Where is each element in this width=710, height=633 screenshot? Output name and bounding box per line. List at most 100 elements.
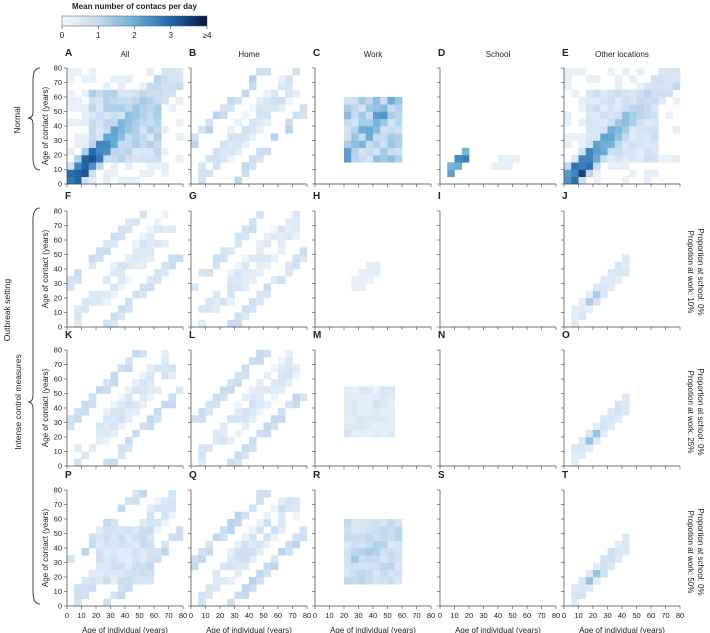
- heatmap-cell: [651, 111, 659, 120]
- heatmap-cell: [256, 548, 264, 556]
- heatmap-cell: [593, 429, 601, 438]
- heatmap-cell: [278, 75, 286, 83]
- heatmap-cell: [614, 104, 623, 112]
- heatmap-cell: [651, 104, 659, 112]
- heatmap-cell: [249, 305, 257, 313]
- heatmap-cell: [622, 126, 630, 134]
- heatmap-cell: [249, 437, 257, 445]
- heatmap-cell: [88, 169, 97, 178]
- heatmap-cell: [220, 429, 228, 438]
- heatmap-cell: [117, 577, 126, 585]
- heatmap-cell: [161, 540, 169, 549]
- heatmap-cell: [81, 118, 90, 127]
- heatmap-cell: [564, 118, 572, 127]
- heatmap-cell: [96, 555, 104, 563]
- heatmap-cell: [67, 162, 75, 170]
- heatmap-cell: [358, 104, 367, 112]
- heatmap-cell: [270, 422, 279, 431]
- heatmap-cell: [263, 533, 272, 542]
- heatmap-cell: [205, 126, 214, 134]
- heatmap-cell: [665, 75, 674, 83]
- heatmap-cell: [161, 97, 169, 105]
- heatmap-cell: [636, 82, 645, 91]
- heatmap-cell: [270, 526, 279, 534]
- heatmap-cell: [263, 519, 272, 527]
- heatmap-cell: [564, 111, 572, 120]
- heatmap-cell: [658, 68, 666, 76]
- normal-label: Normal: [12, 106, 22, 134]
- heatmap-cell: [629, 104, 637, 112]
- heatmap-cell: [256, 497, 264, 505]
- panel-letter: L: [189, 330, 195, 341]
- panel-J: J: [561, 191, 681, 330]
- heatmap-cell: [132, 555, 140, 563]
- heatmap-cell: [365, 126, 374, 134]
- x-tick-label: 80: [676, 611, 684, 620]
- panel-F: F 0 10 20 30 40 50 60 70 80 Age of contact (years): [41, 191, 184, 332]
- heatmap-cell: [292, 232, 301, 241]
- heatmap-cell: [146, 126, 155, 134]
- heatmap-cell: [629, 89, 637, 98]
- heatmap-cell: [278, 225, 286, 234]
- heatmap-cell: [285, 261, 293, 270]
- heatmap-cell: [651, 118, 659, 127]
- heatmap-cell: [110, 519, 119, 527]
- heatmap-cell: [285, 497, 293, 505]
- heatmap-cell: [607, 140, 616, 149]
- heatmap-cell: [292, 364, 301, 373]
- heatmap-cell: [125, 147, 133, 156]
- heatmap-cell: [88, 533, 97, 542]
- heatmap-cell: [132, 261, 140, 270]
- heatmap-cell: [81, 169, 90, 178]
- heatmap-cell: [571, 444, 579, 452]
- heatmap-cell: [358, 393, 367, 402]
- heatmap-cell: [227, 147, 235, 156]
- heatmap-cell: [205, 540, 214, 549]
- heatmap-cell: [220, 140, 228, 149]
- heatmap-cell: [394, 548, 403, 556]
- heatmap-cell: [358, 386, 367, 394]
- heatmap-cell: [117, 548, 126, 556]
- heatmap-cell: [387, 519, 396, 527]
- heatmap-cell: [629, 147, 637, 156]
- heatmap-cell: [154, 104, 162, 112]
- heatmap-cell: [380, 422, 388, 431]
- heatmap-cell: [629, 169, 637, 178]
- heatmap-cell: [629, 118, 637, 127]
- heatmap-cell: [292, 393, 301, 402]
- heatmap-cell: [263, 104, 272, 112]
- right-label-work-2: Propotion at work: 25%: [686, 371, 695, 454]
- heatmap-cell: [146, 526, 155, 534]
- heatmap-cell: [103, 247, 111, 255]
- heatmap-cell: [234, 408, 243, 416]
- heatmap-cell: [263, 511, 272, 520]
- heatmap-cell: [125, 104, 133, 112]
- heatmap-cell: [651, 155, 659, 163]
- heatmap-cell: [614, 133, 623, 141]
- heatmap-cell: [110, 111, 119, 120]
- heatmap-cell: [110, 261, 119, 270]
- heatmap-cell: [358, 555, 367, 563]
- heatmap-cell: [168, 75, 177, 83]
- heatmap-cell: [614, 276, 623, 284]
- heatmap-cell: [380, 562, 388, 571]
- heatmap-cell: [622, 133, 630, 141]
- heatmap-cell: [380, 533, 388, 542]
- heatmap-cell: [125, 364, 133, 373]
- heatmap-cell: [234, 118, 243, 127]
- heatmap-cell: [139, 371, 148, 380]
- panel-letter: P: [65, 470, 72, 481]
- heatmap-cell: [139, 118, 148, 127]
- heatmap-cell: [249, 555, 257, 563]
- heatmap-cell: [81, 591, 90, 600]
- heatmap-cell: [636, 111, 645, 120]
- heatmap-cell: [154, 140, 162, 149]
- heatmap-cell: [387, 126, 396, 134]
- heatmap-cell: [358, 429, 367, 438]
- heatmap-cell: [490, 162, 499, 170]
- heatmap-cell: [643, 133, 652, 141]
- heatmap-cell: [585, 126, 594, 134]
- heatmap-cell: [263, 232, 272, 241]
- heatmap-cell: [394, 126, 403, 134]
- x-axis-label: Age of individual (years): [455, 626, 541, 633]
